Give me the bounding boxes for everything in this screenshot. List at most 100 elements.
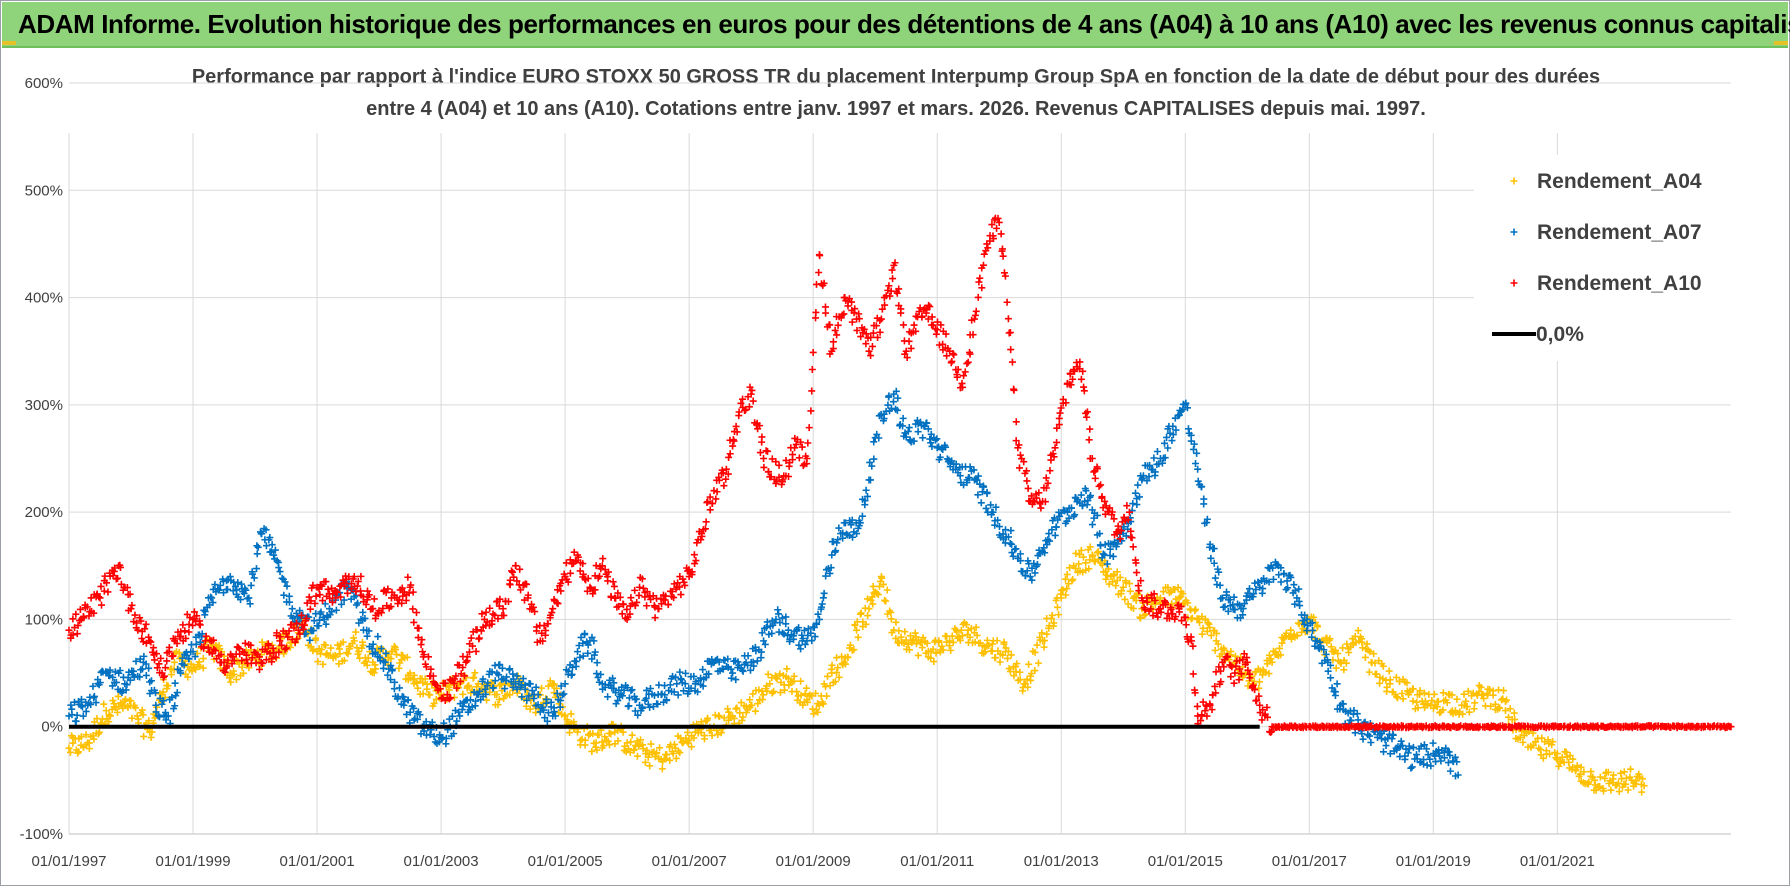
scatter-mark-rendement_a04 xyxy=(403,653,411,661)
data-point-rendement_a04 xyxy=(1516,733,1524,741)
scatter-mark-rendement_a04 xyxy=(1334,650,1342,658)
scatter-mark-rendement_a07 xyxy=(798,631,806,639)
scatter-mark-rendement_a07 xyxy=(519,675,527,683)
scatter-mark-rendement_a07 xyxy=(699,666,707,674)
scatter-mark-rendement_a07 xyxy=(1175,411,1183,419)
scatter-mark-rendement_a04 xyxy=(810,710,818,718)
scatter-mark-rendement_a07 xyxy=(1210,559,1218,567)
scatter-mark-rendement_a10 xyxy=(512,562,520,570)
scatter-mark-rendement_a07 xyxy=(359,608,367,616)
data-point-rendement_a04 xyxy=(865,605,873,613)
scatter-mark-rendement_a07 xyxy=(901,429,909,437)
scatter-mark-rendement_a04 xyxy=(164,682,172,690)
scatter-mark-rendement_a04 xyxy=(359,641,367,649)
scatter-mark-rendement_a07 xyxy=(471,702,479,710)
scatter-mark-rendement_a07 xyxy=(579,652,587,660)
scatter-mark-rendement_a04 xyxy=(947,646,955,654)
scatter-mark-rendement_a07 xyxy=(776,619,784,627)
scatter-mark-rendement_a04 xyxy=(822,683,830,691)
scatter-mark-rendement_a04 xyxy=(733,704,741,712)
scatter-mark-rendement_a04 xyxy=(1607,786,1615,794)
scatter-mark-rendement_a07 xyxy=(509,683,517,691)
scatter-mark-rendement_a04 xyxy=(801,690,809,698)
scatter-mark-rendement_a07 xyxy=(543,717,551,725)
scatter-mark-rendement_a04 xyxy=(309,647,317,655)
scatter-mark-rendement_a10 xyxy=(1189,642,1197,650)
scatter-mark-rendement_a04 xyxy=(1231,652,1239,660)
scatter-mark-rendement_a10 xyxy=(486,604,494,612)
scatter-mark-rendement_a07 xyxy=(262,526,270,534)
scatter-mark-rendement_a07 xyxy=(1041,549,1049,557)
scatter-mark-rendement_a04 xyxy=(90,735,98,743)
scatter-mark-rendement_a04 xyxy=(1063,570,1071,578)
scatter-mark-rendement_a04 xyxy=(1000,640,1008,648)
scatter-mark-rendement_a10 xyxy=(1230,679,1238,687)
scatter-mark-rendement_a10 xyxy=(702,518,710,526)
scatter-mark-rendement_a04 xyxy=(113,708,121,716)
scatter-mark-rendement_a04 xyxy=(1566,752,1574,760)
scatter-mark-rendement_a10 xyxy=(690,551,698,559)
scatter-mark-rendement_a10 xyxy=(83,603,91,611)
scatter-mark-rendement_a04 xyxy=(1275,644,1283,652)
scatter-mark-rendement_a04 xyxy=(949,638,957,646)
legend-label: Rendement_A07 xyxy=(1537,221,1702,244)
scatter-mark-rendement_a04 xyxy=(1409,685,1417,693)
scatter-mark-rendement_a07 xyxy=(401,698,409,706)
data-point-rendement_a07 xyxy=(1008,540,1016,548)
scatter-mark-rendement_a04 xyxy=(773,675,781,683)
scatter-mark-rendement_a10 xyxy=(604,577,612,585)
scatter-mark-rendement_a07 xyxy=(763,618,771,626)
scatter-mark-rendement_a07 xyxy=(1099,550,1107,558)
scatter-mark-rendement_a04 xyxy=(343,649,351,657)
scatter-mark-rendement_a04 xyxy=(471,669,479,677)
scatter-mark-rendement_a04 xyxy=(793,688,801,696)
scatter-mark-rendement_a07 xyxy=(328,608,336,616)
scatter-mark-rendement_a04 xyxy=(1055,611,1063,619)
scatter-mark-rendement_a10 xyxy=(726,450,734,458)
data-point-rendement_a07 xyxy=(772,615,780,623)
scatter-mark-rendement_a07 xyxy=(870,438,878,446)
scatter-mark-rendement_a07 xyxy=(833,539,841,547)
scatter-mark-rendement_a10 xyxy=(415,624,423,632)
scatter-mark-rendement_a07 xyxy=(209,599,217,607)
scatter-mark-rendement_a04 xyxy=(106,712,114,720)
scatter-mark-rendement_a07 xyxy=(782,613,790,621)
scatter-mark-rendement_a10 xyxy=(410,618,418,626)
scatter-mark-rendement_a04 xyxy=(759,691,767,699)
scatter-mark-rendement_a07 xyxy=(68,705,76,713)
scatter-mark-rendement_a10 xyxy=(1000,269,1008,277)
scatter-mark-rendement_a04 xyxy=(159,688,167,696)
scatter-mark-rendement_a07 xyxy=(1317,642,1325,650)
data-point-rendement_a04 xyxy=(1057,594,1065,602)
scatter-mark-rendement_a07 xyxy=(1031,569,1039,577)
scatter-mark-rendement_a07 xyxy=(914,428,922,436)
scatter-mark-rendement_a04 xyxy=(918,644,926,652)
scatter-mark-rendement_a07 xyxy=(987,501,995,509)
scatter-mark-rendement_a07 xyxy=(856,519,864,527)
scatter-mark-rendement_a04 xyxy=(105,711,113,719)
scatter-mark-rendement_a07 xyxy=(1133,501,1141,509)
scatter-mark-rendement_a10 xyxy=(137,617,145,625)
scatter-mark-rendement_a04 xyxy=(336,650,344,658)
data-point-rendement_a07 xyxy=(1045,530,1053,538)
scatter-mark-rendement_a04 xyxy=(901,628,909,636)
scatter-mark-rendement_a07 xyxy=(899,414,907,422)
series-rendement_a10 xyxy=(65,214,1735,736)
scatter-mark-rendement_a07 xyxy=(116,667,124,674)
scatter-mark-rendement_a07 xyxy=(262,542,270,550)
scatter-mark-rendement_a07 xyxy=(1224,607,1232,615)
scatter-mark-rendement_a04 xyxy=(1129,605,1137,613)
scatter-mark-rendement_a07 xyxy=(1216,581,1224,589)
scatter-mark-rendement_a07 xyxy=(822,572,830,580)
scatter-mark-rendement_a10 xyxy=(100,587,108,595)
scatter-mark-rendement_a10 xyxy=(110,567,118,575)
scatter-mark-rendement_a04 xyxy=(863,595,871,603)
scatter-mark-rendement_a07 xyxy=(322,620,330,628)
series-rendement_a04 xyxy=(65,543,1648,796)
scatter-mark-rendement_a07 xyxy=(1359,735,1367,743)
scatter-mark-rendement_a04 xyxy=(1132,596,1140,604)
scatter-mark-rendement_a07 xyxy=(1280,569,1288,577)
scatter-mark-rendement_a07 xyxy=(1169,431,1177,439)
scatter-mark-rendement_a07 xyxy=(910,437,918,445)
scatter-mark-rendement_a10 xyxy=(128,601,136,609)
